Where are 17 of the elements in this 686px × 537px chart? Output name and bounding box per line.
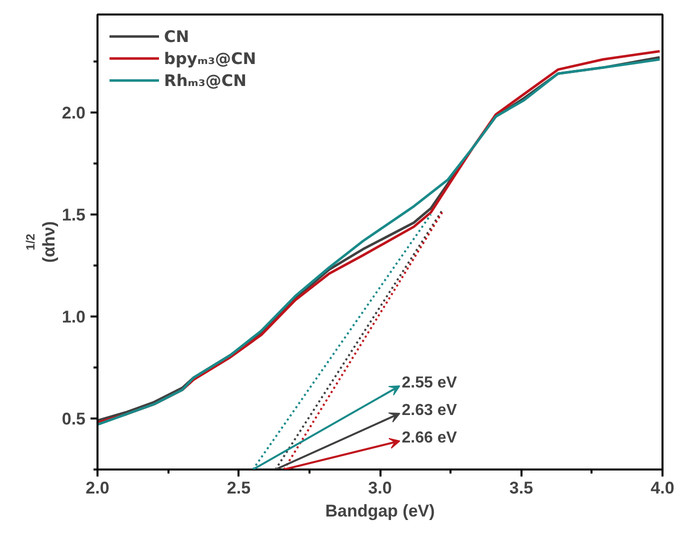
y-tick-label: 1.0 <box>62 307 86 326</box>
legend-label: CN <box>164 26 190 46</box>
x-tick-label: 2.0 <box>86 478 110 498</box>
legend-label: Rhₘ₃@CN <box>164 70 246 90</box>
annotation: 2.63 eV <box>402 402 458 419</box>
y-axis-title: (αhν)1/2 <box>24 221 58 263</box>
y-tick-label: 1.5 <box>62 205 86 224</box>
legend-label: bpyₘ₃@CN <box>164 48 256 68</box>
y-tick-label: 0.5 <box>62 409 86 428</box>
x-tick-label: 2.5 <box>226 478 251 498</box>
x-tick-label: 4.0 <box>650 478 674 498</box>
y-tick-label: 2.0 <box>62 103 86 122</box>
x-tick-label: 3.5 <box>509 478 534 498</box>
x-tick-label: 3.0 <box>368 478 392 498</box>
annotation: 2.55 eV <box>402 374 458 392</box>
x-axis-title: Bandgap (eV) <box>325 502 435 520</box>
annotation: 2.66 eV <box>402 429 458 446</box>
